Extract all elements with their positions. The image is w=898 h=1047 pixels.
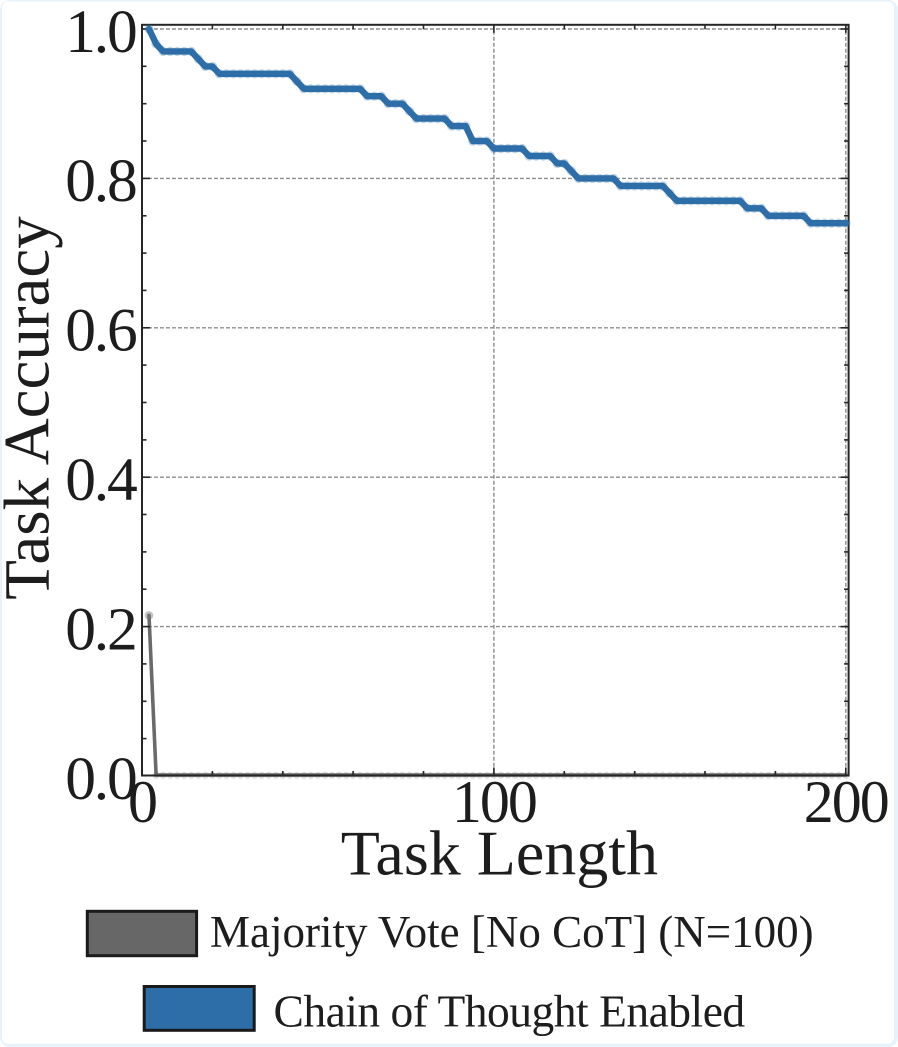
- svg-text:0.2: 0.2: [65, 595, 135, 663]
- svg-text:100: 100: [452, 769, 536, 835]
- svg-text:200: 200: [804, 769, 888, 835]
- svg-text:0.8: 0.8: [65, 147, 136, 215]
- svg-text:Majority Vote [No CoT] (N=100): Majority Vote [No CoT] (N=100): [210, 907, 814, 957]
- svg-text:Chain of Thought Enabled: Chain of Thought Enabled: [274, 986, 746, 1037]
- svg-text:0.4: 0.4: [65, 446, 137, 514]
- svg-text:1.0: 1.0: [65, 0, 136, 66]
- svg-text:Task Length: Task Length: [341, 818, 658, 889]
- svg-text:0.6: 0.6: [65, 297, 136, 365]
- svg-text:0: 0: [128, 769, 156, 835]
- svg-text:0.0: 0.0: [65, 745, 136, 813]
- svg-text:Task Accuracy: Task Accuracy: [0, 216, 64, 600]
